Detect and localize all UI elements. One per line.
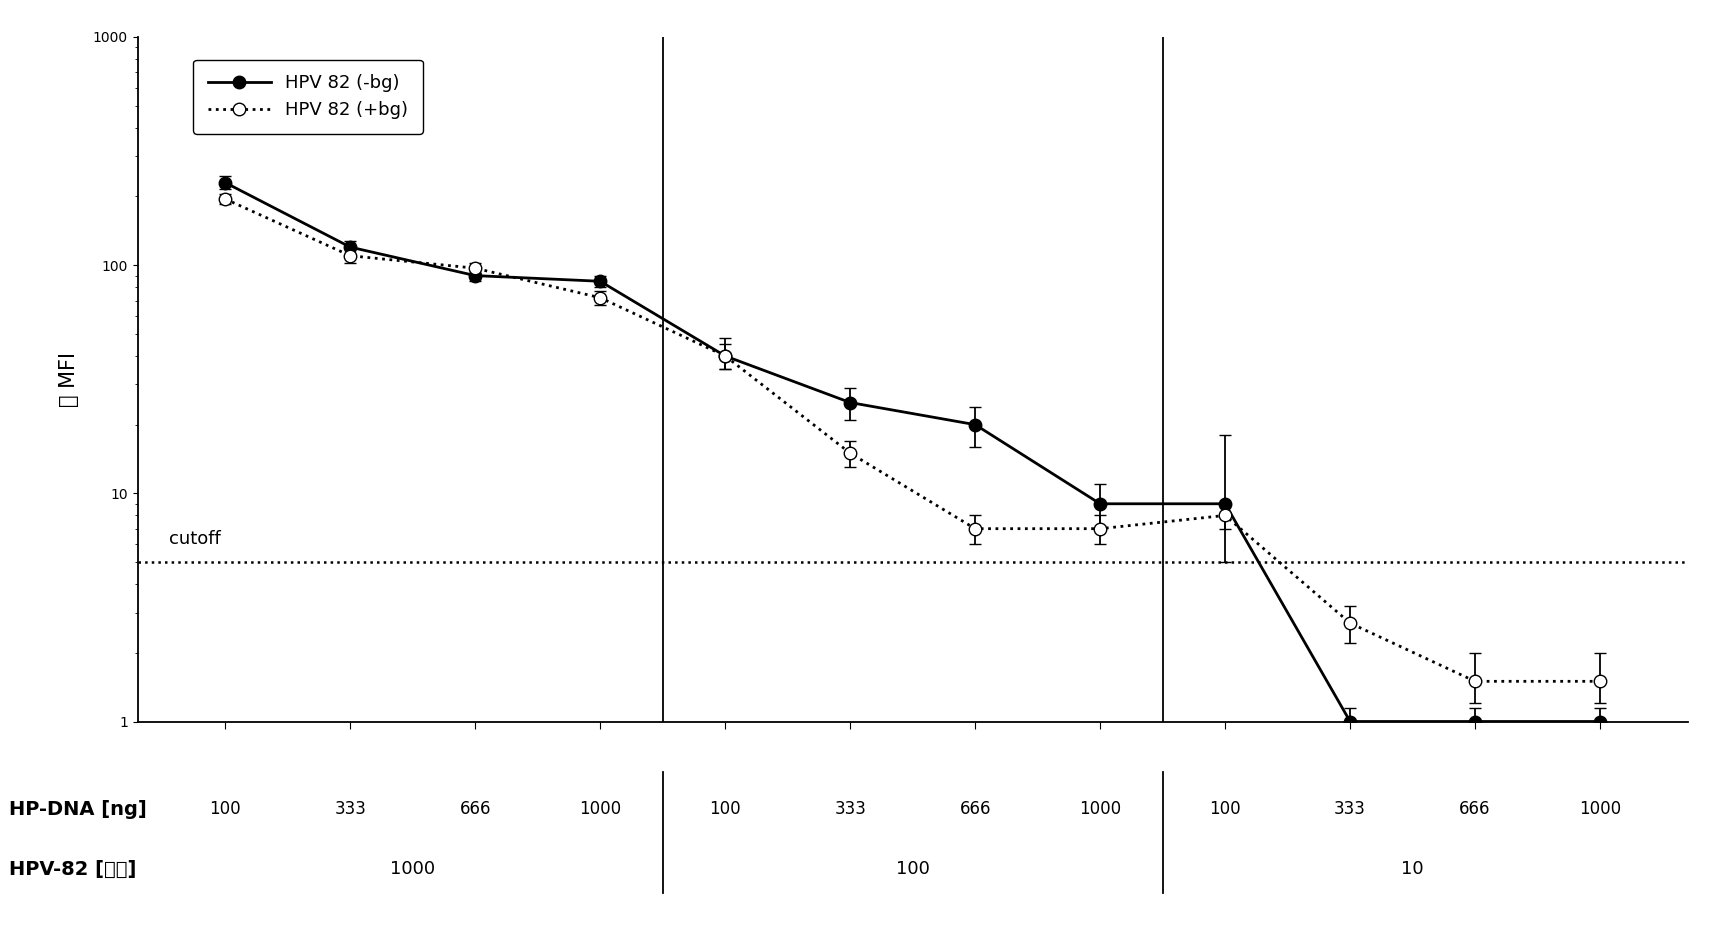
Text: 333: 333 — [1335, 800, 1366, 819]
Text: 1000: 1000 — [579, 800, 622, 819]
Text: 333: 333 — [334, 800, 367, 819]
Text: 1000: 1000 — [391, 860, 436, 879]
Text: 666: 666 — [959, 800, 990, 819]
Legend: HPV 82 (-bg), HPV 82 (+bg): HPV 82 (-bg), HPV 82 (+bg) — [193, 60, 424, 133]
Text: HP-DNA [ng]: HP-DNA [ng] — [9, 800, 146, 819]
Text: 100: 100 — [895, 860, 930, 879]
Text: HPV-82 [拷贝]: HPV-82 [拷贝] — [9, 860, 136, 879]
Text: 333: 333 — [833, 800, 866, 819]
Text: 666: 666 — [1459, 800, 1491, 819]
Text: 1000: 1000 — [1579, 800, 1620, 819]
Y-axis label: 净 MFI: 净 MFI — [59, 352, 79, 407]
Text: cutoff: cutoff — [169, 530, 220, 549]
Text: 1000: 1000 — [1080, 800, 1121, 819]
Text: 100: 100 — [210, 800, 241, 819]
Text: 100: 100 — [1209, 800, 1242, 819]
Text: 10: 10 — [1402, 860, 1424, 879]
Text: 100: 100 — [709, 800, 740, 819]
Text: 666: 666 — [460, 800, 491, 819]
